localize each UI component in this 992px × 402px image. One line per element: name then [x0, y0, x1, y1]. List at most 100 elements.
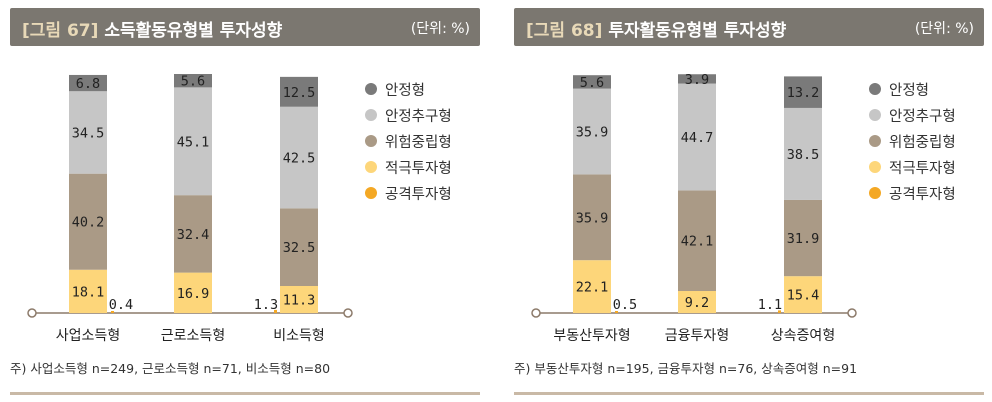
data-label-안정추구형: 45.1	[177, 134, 210, 150]
bar-segment-안정추구형	[69, 91, 107, 174]
legend-label: 적극투자형	[889, 160, 956, 177]
bar-segment-적극투자형	[174, 272, 212, 313]
legend-label: 안정추구형	[385, 108, 452, 125]
data-label-안정형: 6.8	[76, 76, 100, 92]
data-label-공격투자형: 0.5	[613, 297, 637, 313]
axis-end-marker	[343, 308, 353, 318]
legend-item-안정추구형: 안정추구형	[365, 102, 480, 128]
legend-swatch	[365, 83, 377, 95]
data-label-위험중립형: 35.9	[576, 210, 609, 226]
legend-label: 안정형	[385, 82, 426, 99]
stacked-bar-chart: 18.1 40.2 34.5 6.8 0.4 사업소득형 16.9 32.4 45.1 5.6 근로…	[27, 74, 353, 344]
legend-swatch	[365, 109, 377, 121]
legend-swatch	[365, 187, 377, 199]
bar-segment-공격투자형	[111, 311, 114, 313]
data-label-적극투자형: 16.9	[177, 286, 210, 302]
data-label-공격투자형: 0.4	[109, 297, 133, 313]
data-label-안정추구형: 34.5	[72, 125, 105, 141]
data-label-적극투자형: 9.2	[685, 295, 709, 311]
data-label-안정형: 5.6	[580, 75, 604, 91]
bar-segment-위험중립형	[678, 190, 716, 292]
legend-label: 공격투자형	[385, 186, 452, 203]
axis-end-marker	[531, 308, 541, 318]
legend-swatch	[869, 109, 881, 121]
chart-title: 소득활동유형별 투자성향	[104, 21, 283, 41]
legend-label: 위험중립형	[385, 134, 452, 151]
bar-segment-공격투자형	[778, 310, 781, 313]
chart-title: 투자활동유형별 투자성향	[608, 21, 787, 41]
legend-swatch	[869, 83, 881, 95]
legend-item-적극투자형: 적극투자형	[365, 154, 480, 180]
bar-segment-안정추구형	[573, 88, 611, 175]
bar-segment-안정형	[280, 76, 318, 107]
bottom-divider	[10, 392, 480, 395]
legend-label: 위험중립형	[889, 134, 956, 151]
legend-label: 안정형	[889, 82, 930, 99]
data-label-위험중립형: 42.1	[681, 234, 714, 250]
legend-item-안정형: 안정형	[365, 76, 480, 102]
sample-size-note: 주) 사업소득형 n=249, 근로소득형 n=71, 비소득형 n=80	[10, 361, 331, 376]
legend-swatch	[869, 161, 881, 173]
data-label-위험중립형: 40.2	[72, 215, 105, 231]
bar-segment-위험중립형	[280, 208, 318, 286]
bar-segment-위험중립형	[69, 173, 107, 270]
axis-end-marker	[27, 308, 37, 318]
bar-segment-안정형	[784, 76, 822, 108]
data-label-적극투자형: 15.4	[787, 288, 820, 304]
legend-item-안정추구형: 안정추구형	[869, 102, 984, 128]
sample-size-note: 주) 부동산투자형 n=195, 금융투자형 n=76, 상속증여형 n=91	[514, 361, 858, 376]
bar-segment-위험중립형	[784, 199, 822, 277]
category-label: 금융투자형	[665, 328, 729, 344]
bar-segment-안정추구형	[784, 107, 822, 200]
title-bar: [그림 68] 투자활동유형별 투자성향 (단위: %)	[514, 8, 984, 46]
data-label-적극투자형: 18.1	[72, 284, 105, 300]
figure-label: [그림 68]	[526, 21, 603, 41]
data-label-안정추구형: 42.5	[283, 151, 316, 167]
category-label: 상속증여형	[771, 328, 835, 344]
data-label-위험중립형: 32.5	[283, 240, 316, 256]
chart-panel-67: [그림 67] 소득활동유형별 투자성향 (단위: %) 18.1 40.2 34.…	[10, 0, 480, 402]
legend-item-안정형: 안정형	[869, 76, 984, 102]
bar-segment-안정형	[174, 74, 212, 88]
data-label-안정추구형: 35.9	[576, 124, 609, 140]
bottom-divider	[514, 392, 984, 395]
unit-label: (단위: %)	[914, 21, 974, 37]
legend-item-위험중립형: 위험중립형	[365, 128, 480, 154]
data-label-안정형: 5.6	[181, 74, 205, 90]
chart-panel-68: [그림 68] 투자활동유형별 투자성향 (단위: %) 22.1 35.9 35.…	[514, 0, 984, 402]
data-label-안정추구형: 44.7	[681, 130, 714, 146]
stacked-bar-chart: 22.1 35.9 35.9 5.6 0.5 부동산투자형 9.2 42.1 44.7 3.9 금융…	[531, 72, 857, 344]
legend-label: 공격투자형	[889, 186, 956, 203]
category-label: 사업소득형	[56, 328, 120, 344]
bar-segment-적극투자형	[784, 276, 822, 313]
data-label-안정추구형: 38.5	[787, 147, 820, 163]
bar-segment-안정형	[69, 74, 107, 92]
bar-segment-적극투자형	[69, 269, 107, 313]
legend-swatch	[365, 161, 377, 173]
legend-item-위험중립형: 위험중립형	[869, 128, 984, 154]
data-label-위험중립형: 32.4	[177, 227, 210, 243]
unit-label: (단위: %)	[410, 21, 470, 37]
legend-item-공격투자형: 공격투자형	[869, 180, 984, 206]
data-label-안정형: 3.9	[685, 72, 709, 88]
bar-segment-위험중립형	[174, 195, 212, 273]
legend-swatch	[869, 187, 881, 199]
legend-label: 적극투자형	[385, 160, 452, 177]
legend-item-적극투자형: 적극투자형	[869, 154, 984, 180]
figure-label: [그림 67]	[22, 21, 99, 41]
bar-segment-적극투자형	[678, 291, 716, 313]
legend-label: 안정추구형	[889, 108, 956, 125]
data-label-안정형: 12.5	[283, 85, 316, 101]
bar-segment-적극투자형	[573, 260, 611, 313]
data-label-공격투자형: 1.3	[254, 297, 278, 313]
bar-segment-공격투자형	[274, 309, 277, 313]
bar-segment-안정추구형	[678, 83, 716, 191]
title-bar: [그림 67] 소득활동유형별 투자성향 (단위: %)	[10, 8, 480, 46]
legend-swatch	[869, 135, 881, 147]
bar-segment-공격투자형	[615, 311, 618, 313]
axis-end-marker	[847, 308, 857, 318]
data-label-위험중립형: 31.9	[787, 231, 820, 247]
legend-item-공격투자형: 공격투자형	[365, 180, 480, 206]
